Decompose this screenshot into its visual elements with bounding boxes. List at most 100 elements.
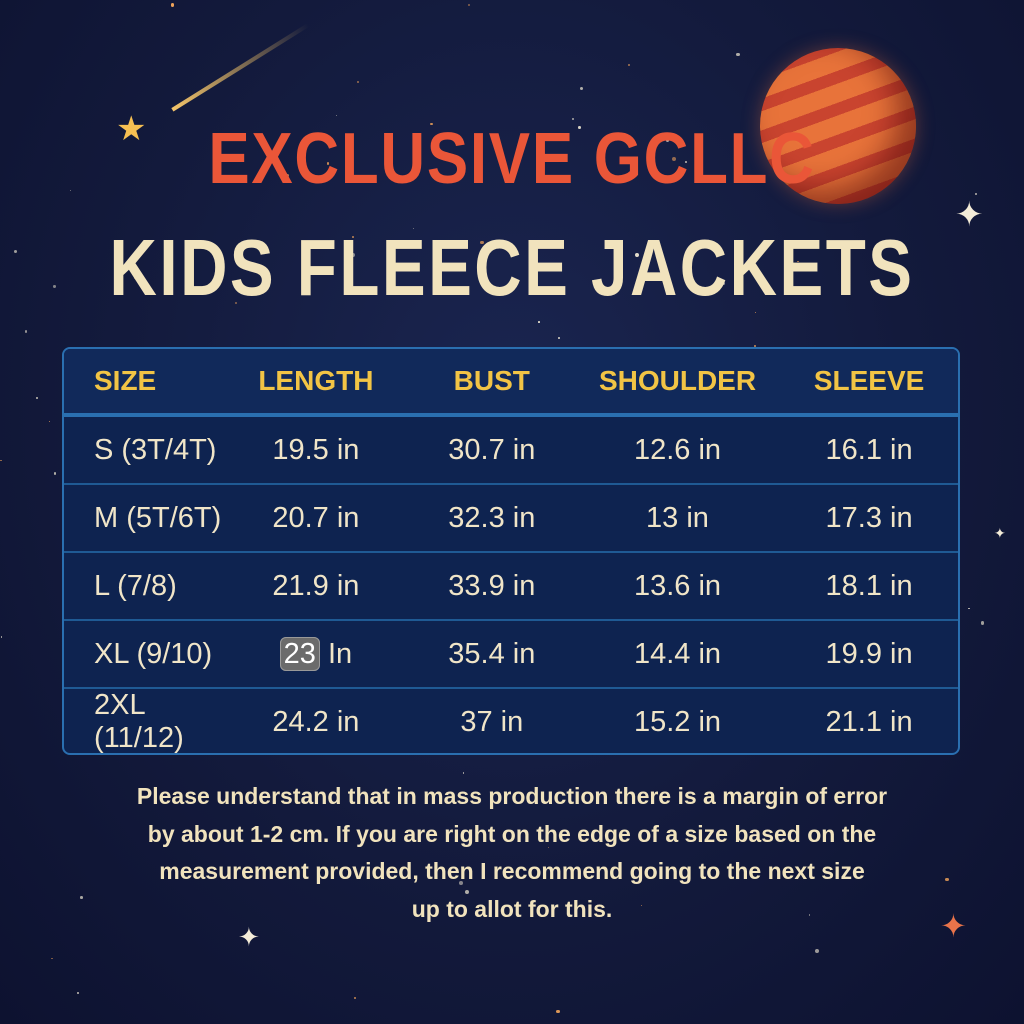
- star-dot: [796, 260, 799, 263]
- star-dot: [672, 157, 676, 162]
- star-dot: [547, 847, 549, 849]
- star-dot: [465, 889, 470, 894]
- sleeve-cell: 21.1 in: [825, 705, 913, 738]
- header-bust: BUST: [453, 365, 530, 396]
- star-dot: [429, 122, 433, 126]
- shoulder-cell: 13 in: [646, 501, 709, 534]
- star-dot: [286, 173, 290, 177]
- star-dot: [69, 190, 71, 192]
- shooting-star-icon: ★: [116, 110, 147, 148]
- size-cell: M (5T/6T): [94, 501, 222, 534]
- star-dot: [234, 301, 237, 305]
- size-chart-table: SIZE LENGTH BUST SHOULDER SLEEVE S (3T/4…: [62, 347, 960, 755]
- star-dot: [974, 192, 978, 196]
- sparkle-star-icon: ✦: [940, 908, 967, 944]
- star-dot: [809, 914, 811, 916]
- star-dot: [53, 285, 56, 288]
- star-dot: [134, 275, 138, 279]
- length-unit: In: [327, 637, 353, 670]
- star-dot: [351, 236, 354, 239]
- size-cell: 2XL (11/12): [94, 689, 184, 754]
- star-dot: [665, 138, 670, 142]
- disclaimer-line: measurement provided, then I recommend g…: [159, 858, 865, 884]
- star-dot: [24, 330, 28, 333]
- star-dot: [48, 420, 50, 422]
- sleeve-cell: 19.9 in: [825, 637, 913, 670]
- star-dot: [351, 252, 356, 257]
- disclaimer-line: up to allot for this.: [411, 895, 613, 922]
- header-length: LENGTH: [258, 365, 374, 396]
- star-dot: [814, 949, 819, 954]
- bust-cell: 30.7 in: [448, 433, 536, 466]
- table-row: XL (9/10) 23 In 35.4 in 14.4 in 19.9 in: [64, 621, 958, 689]
- star-dot: [357, 81, 360, 84]
- table-row: S (3T/4T) 19.5 in 30.7 in 12.6 in 16.1 i…: [64, 417, 958, 485]
- star-dot: [467, 3, 471, 7]
- highlighted-length-value: 23: [279, 636, 320, 671]
- star-dot: [462, 772, 464, 774]
- sparkle-star-icon: ✦: [994, 525, 1006, 541]
- star-dot: [0, 459, 2, 462]
- star-dot: [13, 250, 17, 254]
- table-row: M (5T/6T) 20.7 in 32.3 in 13 in 17.3 in: [64, 485, 958, 553]
- bust-cell: 35.4 in: [448, 637, 536, 670]
- star-dot: [753, 344, 756, 347]
- sleeve-cell: 16.1 in: [825, 433, 913, 466]
- sizing-disclaimer: Please understand that in mass productio…: [70, 778, 954, 928]
- star-dot: [967, 607, 970, 610]
- star-dot: [578, 126, 582, 129]
- size-cell: S (3T/4T): [94, 433, 217, 466]
- star-dot: [53, 471, 57, 475]
- shoulder-cell: 15.2 in: [633, 705, 722, 738]
- length-cell: 19.5 in: [272, 433, 360, 466]
- star-dot: [555, 1009, 560, 1014]
- star-dot: [754, 311, 757, 314]
- length-cell: 20.7 in: [272, 501, 360, 534]
- sparkle-star-icon: ✦: [955, 196, 984, 234]
- brand-title: EXCLUSIVE GCLLC: [208, 119, 816, 199]
- bust-cell: 32.3 in: [448, 501, 536, 534]
- header-sleeve: SLEEVE: [813, 365, 925, 396]
- table-row: L (7/8) 21.9 in 33.9 in 13.6 in 18.1 in: [64, 553, 958, 621]
- header-shoulder: SHOULDER: [598, 365, 757, 396]
- star-dot: [627, 64, 630, 67]
- star-dot: [80, 896, 83, 899]
- star-dot: [640, 904, 643, 907]
- bust-cell: 37 in: [460, 705, 524, 738]
- star-dot: [635, 253, 639, 257]
- shoulder-cell: 14.4 in: [633, 637, 722, 670]
- star-dot: [743, 868, 745, 870]
- star-dot: [170, 3, 175, 7]
- star-dot: [335, 114, 338, 117]
- star-dot: [51, 957, 53, 960]
- star-dot: [458, 881, 463, 885]
- star-dot: [765, 798, 768, 801]
- star-dot: [736, 52, 740, 57]
- star-dot: [480, 240, 484, 245]
- table-header-row: SIZE LENGTH BUST SHOULDER SLEEVE: [64, 349, 958, 417]
- shoulder-cell: 12.6 in: [633, 433, 722, 466]
- length-cell: 24.2 in: [272, 705, 360, 738]
- star-dot: [557, 336, 560, 339]
- star-dot: [538, 321, 540, 323]
- star-dot: [579, 86, 584, 91]
- star-dot: [721, 281, 726, 286]
- bust-cell: 33.9 in: [448, 569, 536, 602]
- star-dot: [685, 161, 688, 163]
- length-cell: 21.9 in: [272, 569, 360, 602]
- star-dot: [327, 162, 330, 165]
- star-dot: [0, 636, 3, 638]
- product-title: KIDS FLEECE JACKETS: [109, 223, 915, 312]
- star-dot: [76, 992, 80, 995]
- size-cell: L (7/8): [94, 569, 177, 602]
- star-dot: [413, 227, 415, 229]
- star-dot: [318, 833, 321, 836]
- star-dot: [945, 877, 950, 882]
- star-dot: [980, 621, 985, 625]
- size-cell: XL (9/10): [94, 637, 213, 670]
- sparkle-star-icon: ✦: [238, 922, 260, 952]
- disclaimer-line: Please understand that in mass productio…: [136, 783, 888, 809]
- length-cell: 23 In: [223, 636, 409, 671]
- sleeve-cell: 17.3 in: [825, 501, 913, 534]
- star-dot: [35, 396, 39, 400]
